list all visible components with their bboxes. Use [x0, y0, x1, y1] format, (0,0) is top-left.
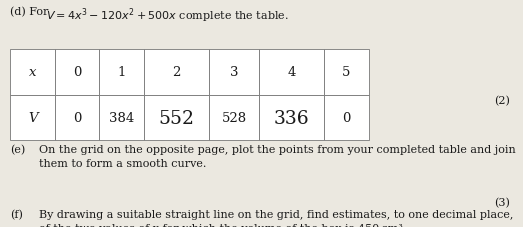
Bar [99, 50, 144, 95]
Bar [10, 50, 55, 95]
Text: 0: 0 [342, 111, 351, 125]
Bar [324, 95, 369, 141]
Text: 528: 528 [221, 111, 247, 125]
Text: 4: 4 [287, 66, 296, 79]
Text: 1: 1 [117, 66, 126, 79]
Bar [99, 95, 144, 141]
Bar [55, 50, 99, 95]
Text: (f): (f) [10, 209, 24, 219]
Text: (2): (2) [494, 95, 510, 106]
Bar [10, 95, 55, 141]
Text: On the grid on the opposite page, plot the points from your completed table and : On the grid on the opposite page, plot t… [39, 144, 516, 168]
Bar [259, 95, 324, 141]
Text: (d) For: (d) For [10, 7, 52, 17]
Bar [55, 95, 99, 141]
Text: x: x [29, 66, 37, 79]
Text: 384: 384 [109, 111, 134, 125]
Bar [324, 50, 369, 95]
Text: 336: 336 [274, 109, 310, 127]
Text: 0: 0 [73, 66, 82, 79]
Bar [209, 95, 259, 141]
Text: V: V [28, 111, 38, 125]
Bar [259, 50, 324, 95]
Bar [144, 95, 209, 141]
Text: 3: 3 [230, 66, 238, 79]
Text: $V = 4x^3 - 120x^2 + 500x$ complete the table.: $V = 4x^3 - 120x^2 + 500x$ complete the … [46, 7, 289, 25]
Text: 552: 552 [158, 109, 195, 127]
Text: 2: 2 [172, 66, 181, 79]
Text: 5: 5 [342, 66, 351, 79]
Text: By drawing a suitable straight line on the grid, find estimates, to one decimal : By drawing a suitable straight line on t… [39, 209, 514, 227]
Bar [144, 50, 209, 95]
Text: (3): (3) [494, 197, 510, 208]
Text: (e): (e) [10, 144, 26, 154]
Bar [209, 50, 259, 95]
Text: 0: 0 [73, 111, 82, 125]
